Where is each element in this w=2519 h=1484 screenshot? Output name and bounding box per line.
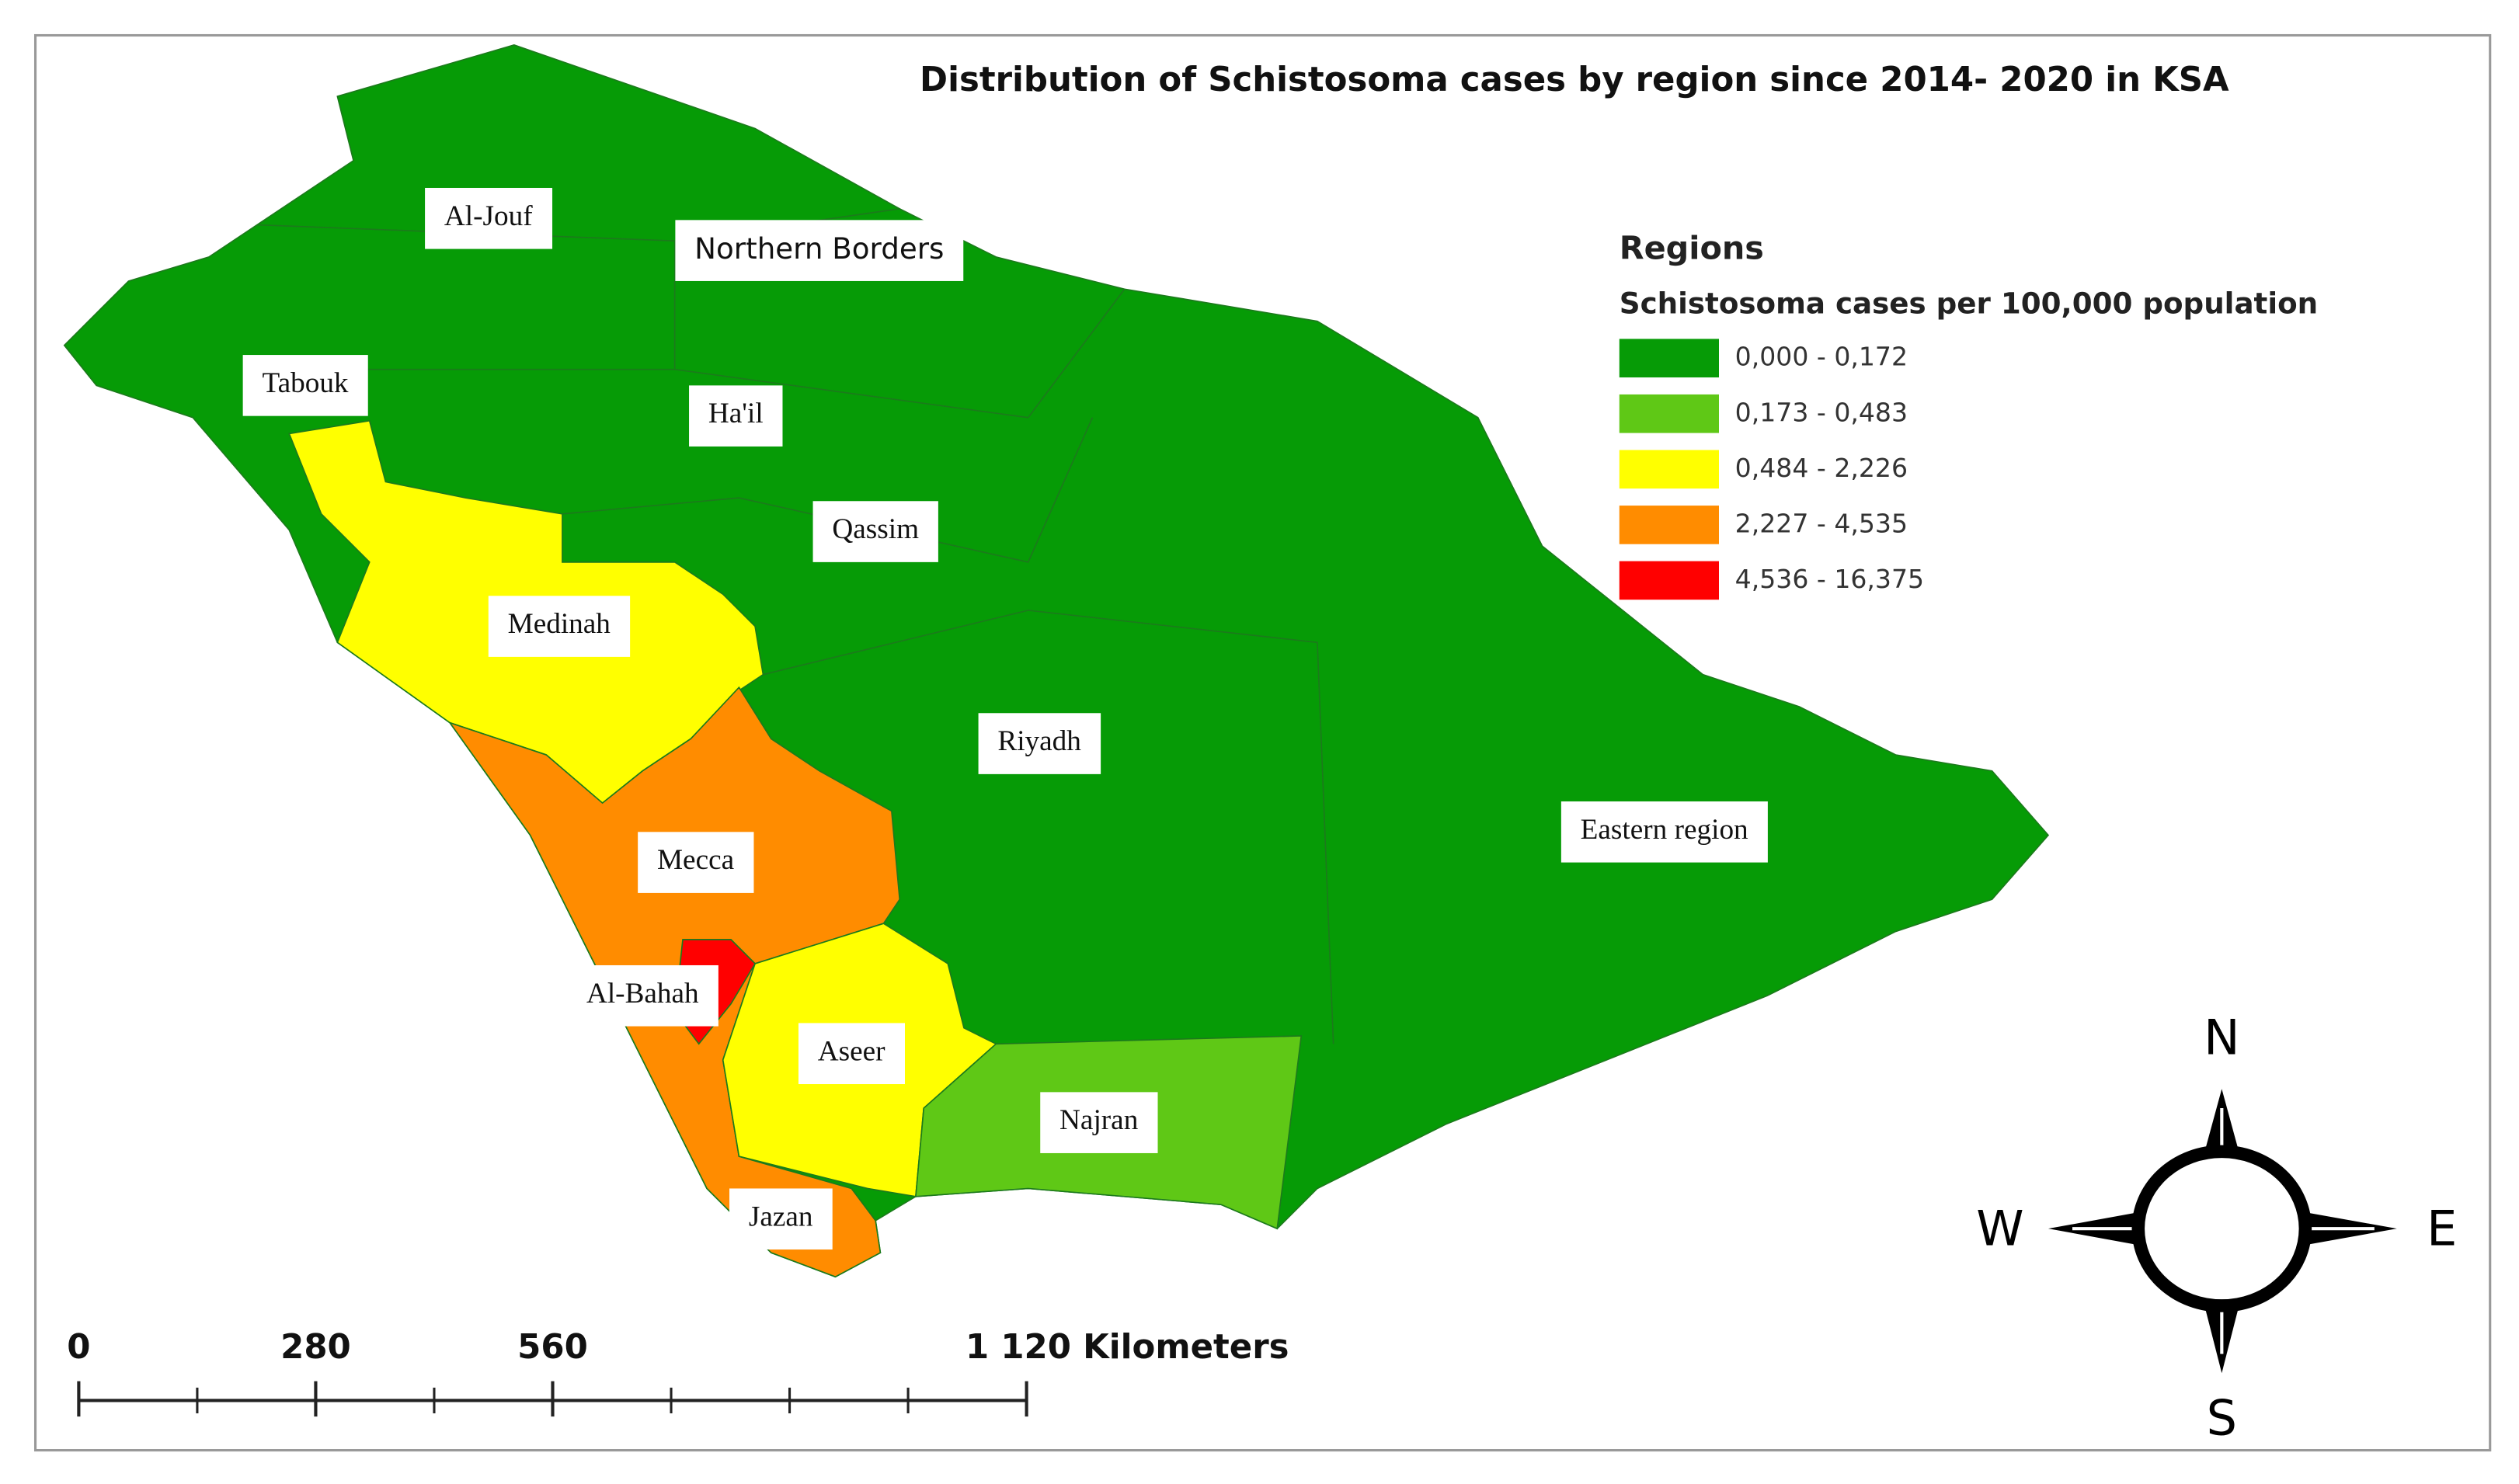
label-box [812,501,938,562]
compass-letter: E [2427,1200,2457,1256]
region-label: Northern Borders [675,220,964,281]
scale-bar-label: 280 [280,1328,351,1367]
legend-label: 2,227 - 4,535 [1735,508,1908,538]
legend-label: 0,173 - 0,483 [1735,397,1908,427]
region-name: Ha'il [708,398,764,429]
region-label: Qassim [812,501,938,562]
region-name: Aseer [818,1035,885,1067]
region-name: Tabouk [262,367,348,399]
label-box [567,964,718,1027]
legend-swatch [1619,394,1719,433]
legend-subtitle: Schistosoma cases per 100,000 population [1620,286,2318,320]
label-box [675,220,964,281]
compass-letter: S [2207,1389,2237,1446]
compass-letter: W [1976,1200,2023,1256]
region-name: Northern Borders [694,231,944,266]
label-box [729,1188,833,1250]
label-box [978,713,1101,774]
compass-letter: N [2204,1009,2239,1065]
region-label: Medinah [488,596,631,657]
label-box [1040,1092,1158,1153]
legend-swatch [1619,450,1719,489]
map-title: Distribution of Schistosoma cases by reg… [920,61,2229,99]
legend-label: 0,000 - 0,172 [1735,342,1908,372]
region-label: Tabouk [242,355,368,416]
label-box [1560,801,1768,863]
region-border [763,610,1334,1044]
region-label: Jazan [729,1188,833,1250]
legend-swatch [1619,339,1719,378]
region-border [353,288,1126,419]
region-name: Qassim [832,513,919,545]
legend-label: 4,536 - 16,375 [1735,564,1924,594]
region-name: Najran [1059,1104,1139,1136]
region-name: Mecca [657,844,735,876]
region-label: Eastern region [1560,801,1768,863]
region-name: Jazan [749,1201,813,1232]
legend-swatch [1619,561,1719,600]
compass-ring [2131,1145,2312,1312]
label-box [638,832,754,893]
region-name: Riyadh [997,725,1081,757]
region-label: Aseer [798,1023,906,1085]
region-label: Mecca [638,832,754,893]
legend-label: 0,484 - 2,226 [1735,453,1908,483]
label-box [798,1023,906,1085]
region-name: Medinah [508,608,611,640]
region-label: Ha'il [689,385,783,447]
label-box [425,187,553,249]
scale-bar-label: 1 120 Kilometers [966,1328,1289,1367]
scale-bar-label: 560 [517,1328,588,1367]
region-name: Al-Jouf [444,200,533,232]
legend-swatch [1619,506,1719,544]
scale-bar-label: 0 [67,1328,90,1367]
label-box [689,385,783,447]
legend-title: Regions [1620,230,1764,267]
region-label: Riyadh [978,713,1101,774]
label-box [242,355,368,416]
region-label: Al-Jouf [425,187,553,249]
region-name: Eastern region [1581,814,1748,846]
region-label: Najran [1040,1092,1158,1153]
label-box [488,596,631,657]
region-label: Al-Bahah [567,964,718,1027]
region-name: Al-Bahah [586,978,699,1010]
